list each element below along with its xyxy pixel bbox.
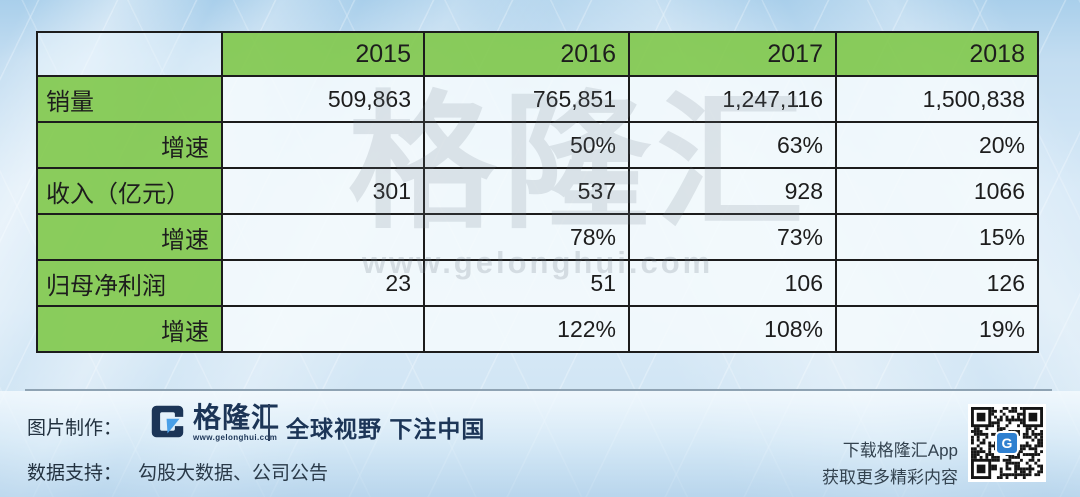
footer-divider	[25, 389, 1052, 391]
table-row-revenue: 收入（亿元） 301 537 928 1066	[36, 167, 1039, 215]
table-cell: 23	[221, 259, 425, 307]
table-cell: 301	[221, 167, 425, 215]
table-row-sales: 销量 509,863 765,851 1,247,116 1,500,838	[36, 75, 1039, 123]
table-cell: 1,500,838	[835, 75, 1039, 123]
gelonghui-logo-text: 格隆汇 www.gelonghui.com	[193, 402, 281, 443]
financial-table: 2015 2016 2017 2018 销量 509,863 765,851 1…	[36, 31, 1039, 353]
table-cell: 765,851	[423, 75, 630, 123]
year-header-2018: 2018	[835, 31, 1039, 77]
table-cell: 1066	[835, 167, 1039, 215]
table-cell: 106	[628, 259, 837, 307]
row-label: 增速	[36, 305, 223, 353]
table-row-sales-growth: 增速 50% 63% 20%	[36, 121, 1039, 169]
data-sources: 勾股大数据、公司公告	[138, 463, 329, 484]
table-cell: 19%	[835, 305, 1039, 353]
row-label: 增速	[36, 213, 223, 261]
table-row-revenue-growth: 增速 78% 73% 15%	[36, 213, 1039, 261]
row-label: 归母净利润	[36, 259, 223, 307]
year-header-2015: 2015	[221, 31, 425, 77]
table-cell: 122%	[423, 305, 630, 353]
year-header-2017: 2017	[628, 31, 837, 77]
table-row-net-profit-growth: 增速 122% 108% 19%	[36, 305, 1039, 353]
table-cell	[221, 121, 425, 169]
qr-code: G	[968, 404, 1046, 482]
year-header-2016: 2016	[423, 31, 630, 77]
table-cell: 15%	[835, 213, 1039, 261]
table-cell: 108%	[628, 305, 837, 353]
table-cell: 78%	[423, 213, 630, 261]
app-download-text: 下载格隆汇App 获取更多精彩内容	[822, 437, 958, 491]
table-cell: 50%	[423, 121, 630, 169]
row-label: 销量	[36, 75, 223, 123]
table-cell	[221, 305, 425, 353]
credit-label: 图片制作：	[27, 418, 123, 439]
table-cell: 63%	[628, 121, 837, 169]
app-download-line1: 下载格隆汇App	[842, 441, 958, 460]
table-cell: 51	[423, 259, 630, 307]
table-cell: 1,247,116	[628, 75, 837, 123]
logo-url: www.gelonghui.com	[193, 433, 278, 443]
table-cell: 928	[628, 167, 837, 215]
row-label: 收入（亿元）	[36, 167, 223, 215]
gelonghui-logo-icon	[149, 403, 186, 440]
gelonghui-logo: 格隆汇 www.gelonghui.com	[149, 403, 280, 442]
table-cell	[221, 213, 425, 261]
table-cell: 73%	[628, 213, 837, 261]
logo-brand-name: 格隆汇	[193, 402, 281, 433]
data-support-row: 数据支持： 勾股大数据、公司公告	[27, 458, 328, 485]
table-cell: 20%	[835, 121, 1039, 169]
app-download-line2: 获取更多精彩内容	[822, 468, 958, 488]
table-corner-cell	[36, 31, 223, 77]
table-row-net-profit: 归母净利润 23 51 106 126	[36, 259, 1039, 307]
brand-slogan: 全球视野 下注中国	[286, 416, 486, 442]
table-cell: 537	[423, 167, 630, 215]
vertical-divider	[268, 404, 270, 441]
table-header-row: 2015 2016 2017 2018	[36, 31, 1039, 77]
data-support-label: 数据支持：	[27, 463, 123, 484]
qr-center-logo-icon: G	[995, 431, 1019, 455]
table-cell: 126	[835, 259, 1039, 307]
table-cell: 509,863	[221, 75, 425, 123]
row-label: 增速	[36, 121, 223, 169]
